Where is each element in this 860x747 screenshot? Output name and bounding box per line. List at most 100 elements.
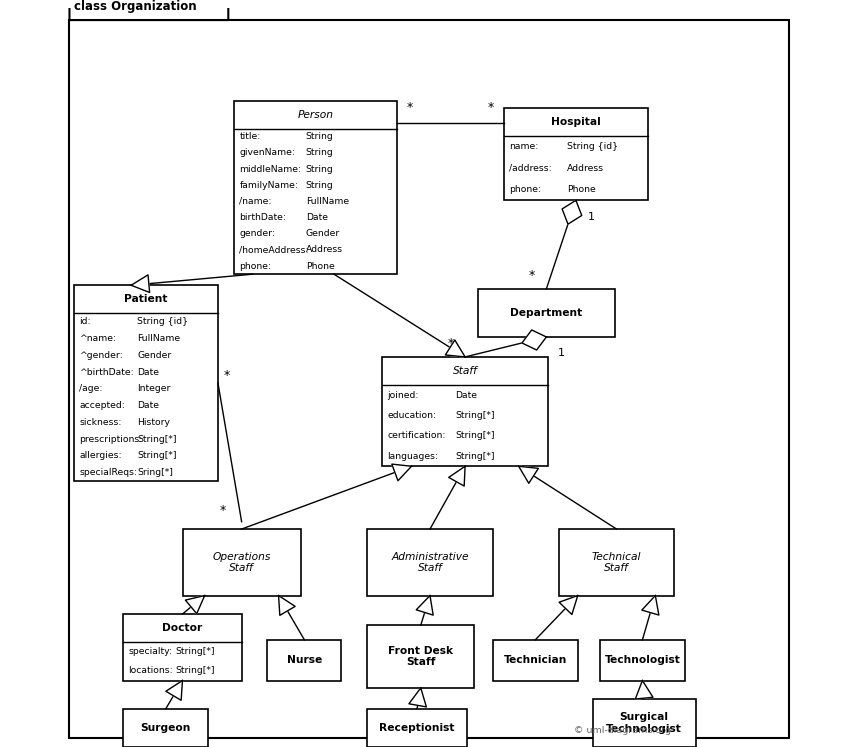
Text: Gender: Gender [306,229,340,238]
Text: name:: name: [509,142,538,151]
Text: String: String [306,132,334,141]
Text: phone:: phone: [239,261,272,270]
Text: FullName: FullName [138,334,181,343]
Bar [559,529,673,595]
Text: Phone: Phone [306,261,335,270]
Text: Staff: Staff [452,366,477,376]
Text: FullName: FullName [306,197,349,206]
Text: String[*]: String[*] [138,435,177,444]
Bar [74,285,218,481]
Polygon shape [642,595,659,615]
Polygon shape [562,200,581,224]
Text: Technical
Staff: Technical Staff [592,551,642,573]
Text: String {id}: String {id} [568,142,618,151]
Text: Phone: Phone [568,185,596,194]
Text: ^birthDate:: ^birthDate: [79,368,134,376]
Text: String[*]: String[*] [455,411,494,420]
Polygon shape [636,681,653,699]
Polygon shape [416,595,433,615]
Text: phone:: phone: [509,185,541,194]
Text: Date: Date [455,391,477,400]
Text: Address: Address [568,164,605,173]
Text: Technologist: Technologist [605,655,680,665]
Text: certification:: certification: [387,431,445,440]
Text: *: * [407,101,413,114]
Polygon shape [166,681,182,700]
Text: /homeAddress:: /homeAddress: [239,246,309,255]
Text: sickness:: sickness: [79,418,121,427]
Text: id:: id: [79,317,90,326]
Text: ^gender:: ^gender: [79,351,123,360]
Polygon shape [70,0,228,20]
Polygon shape [392,464,412,481]
Bar [493,640,578,681]
Text: Gender: Gender [138,351,171,360]
Bar [600,640,685,681]
Bar [367,625,475,688]
Text: joined:: joined: [387,391,419,400]
Text: Department: Department [510,308,582,318]
Bar [478,289,615,337]
Text: String: String [306,181,334,190]
Text: specialReqs:: specialReqs: [79,468,138,477]
Text: Operations
Staff: Operations Staff [212,551,271,573]
Polygon shape [519,466,538,483]
Text: languages:: languages: [387,452,439,461]
Text: Doctor: Doctor [163,623,203,633]
Text: locations:: locations: [129,666,174,675]
Polygon shape [279,595,295,616]
Polygon shape [449,466,465,486]
Bar [267,640,341,681]
Text: String[*]: String[*] [455,431,494,440]
Bar [593,699,696,747]
Polygon shape [132,275,150,293]
Text: specialty:: specialty: [129,647,173,656]
Bar [382,357,548,466]
Text: Surgical
Technologist: Surgical Technologist [606,712,682,734]
Polygon shape [408,688,427,707]
Text: *: * [447,337,453,350]
Text: accepted:: accepted: [79,401,125,410]
Text: 1: 1 [558,348,565,359]
Text: Sring[*]: Sring[*] [138,468,173,477]
Bar [182,529,301,595]
Text: Person: Person [298,110,334,120]
Text: *: * [224,369,230,382]
Text: Hospital: Hospital [551,117,601,127]
Text: Date: Date [138,368,159,376]
Text: birthDate:: birthDate: [239,213,286,222]
Text: middleName:: middleName: [239,164,302,173]
Bar [234,101,396,274]
Polygon shape [445,340,465,357]
Text: /address:: /address: [509,164,552,173]
Text: gender:: gender: [239,229,275,238]
Text: *: * [528,269,535,282]
Text: String[*]: String[*] [455,452,494,461]
Bar [123,709,208,747]
Bar [504,108,648,200]
Text: String: String [306,164,334,173]
Bar [367,529,493,595]
Text: Receptionist: Receptionist [379,723,455,733]
Text: familyName:: familyName: [239,181,298,190]
Text: History: History [138,418,170,427]
Text: String[*]: String[*] [175,666,215,675]
Text: title:: title: [239,132,261,141]
Text: Date: Date [138,401,159,410]
Text: allergies:: allergies: [79,451,122,460]
Text: *: * [220,504,226,517]
Text: givenName:: givenName: [239,149,295,158]
Text: class Organization: class Organization [74,0,197,13]
Text: String {id}: String {id} [138,317,188,326]
Text: Technician: Technician [504,655,567,665]
Text: *: * [488,101,494,114]
Text: Surgeon: Surgeon [141,723,191,733]
Text: 1: 1 [587,211,595,222]
Bar [123,614,242,681]
Polygon shape [186,595,205,614]
Text: Nurse: Nurse [286,655,322,665]
Text: prescriptions:: prescriptions: [79,435,143,444]
Text: /age:: /age: [79,384,102,394]
Text: Address: Address [306,246,343,255]
Polygon shape [522,330,546,350]
